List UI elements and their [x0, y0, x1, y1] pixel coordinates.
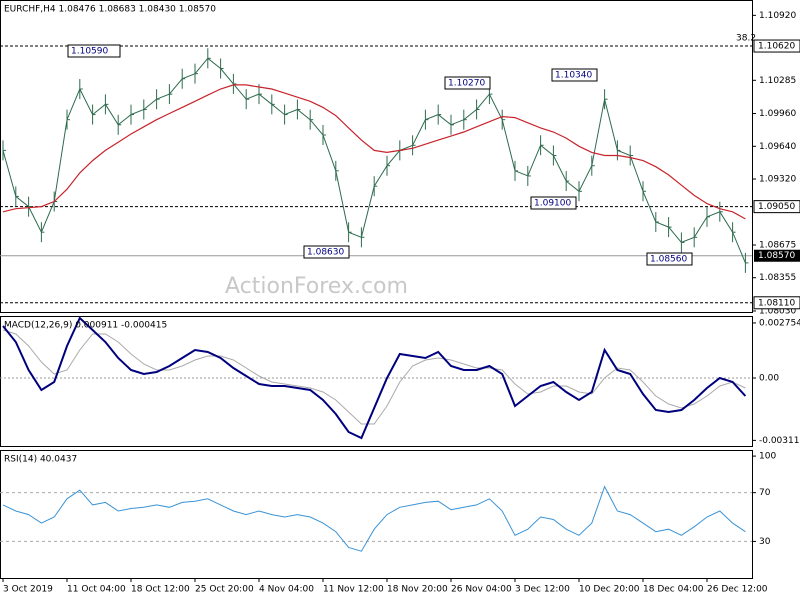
annotation-box	[530, 196, 577, 210]
annotation: 1.10340	[555, 71, 592, 81]
chart-title: EURCHF,H4 1.08476 1.08683 1.08430 1.0857…	[4, 5, 216, 15]
level-box	[753, 296, 800, 310]
y-tick-label: 30	[759, 537, 771, 547]
y-tick-label: 1.10285	[759, 76, 796, 86]
last-price-label: 1.08570	[758, 251, 795, 261]
x-tick-label: 26 Nov 04:00	[451, 585, 512, 595]
x-tick-label: 10 Dec 20:00	[579, 585, 640, 595]
level-box	[753, 200, 800, 214]
y-tick-label: 1.09960	[759, 109, 796, 119]
annotation: 1.10590	[71, 47, 108, 57]
y-tick-label: 1.08355	[759, 273, 796, 283]
x-tick-label: 18 Dec 04:00	[643, 585, 704, 595]
x-tick-label: 18 Oct 12:00	[131, 585, 190, 595]
annotation-box	[646, 252, 693, 266]
last-price-box	[754, 249, 800, 262]
y-tick-label: 1.08675	[759, 240, 796, 250]
x-tick-label: 25 Oct 20:00	[195, 585, 254, 595]
series-line	[2, 84, 746, 220]
y-tick-label: 1.08030	[759, 306, 796, 316]
watermark: ActionForex.com	[225, 274, 408, 299]
annotation-box	[67, 44, 121, 58]
y-tick-label: 1.09640	[759, 142, 796, 152]
y-tick-label: -0.003119	[759, 436, 800, 446]
level-label: 1.09050	[758, 202, 795, 212]
series-line	[2, 316, 747, 440]
y-tick-label: 0.00	[759, 374, 779, 384]
x-tick-label: 11 Nov 12:00	[323, 585, 384, 595]
x-tick-label: 3 Dec 12:00	[515, 585, 570, 595]
annotation-box	[303, 245, 350, 259]
y-tick-label: 1.10920	[759, 11, 796, 21]
y-tick-label: 0.002754	[759, 318, 800, 328]
level-box	[753, 39, 800, 53]
y-tick-label: 100	[759, 452, 776, 462]
series-line	[2, 485, 746, 552]
panel-title: MACD(12,26,9) 0.000911 -0.000415	[4, 321, 167, 331]
annotation-box	[444, 76, 491, 90]
x-tick-label: 3 Oct 2019	[3, 585, 53, 595]
panel-frame	[0, 316, 753, 447]
y-tick-label: 70	[759, 488, 771, 498]
x-tick-label: 11 Oct 04:00	[67, 585, 126, 595]
level-label: 1.08110	[758, 298, 795, 308]
panel-frame	[0, 0, 753, 313]
series-line	[2, 329, 746, 425]
annotation: 1.08630	[307, 248, 344, 258]
panel-frame	[0, 450, 753, 579]
series-line	[2, 57, 746, 264]
annotation: 1.10270	[448, 79, 485, 89]
annotation: 1.08560	[650, 255, 687, 265]
annotation: 1.09100	[534, 199, 571, 209]
y-tick-label: 1.09320	[759, 175, 796, 185]
x-tick-label: 18 Nov 20:00	[387, 585, 448, 595]
level-label: 1.10620	[758, 42, 795, 52]
annotation-box	[551, 68, 598, 82]
fib-label: 38.2	[736, 34, 756, 44]
x-tick-label: 26 Dec 12:00	[707, 585, 768, 595]
panel-title: RSI(14) 40.0437	[4, 455, 77, 465]
x-tick-label: 4 Nov 04:00	[259, 585, 314, 595]
